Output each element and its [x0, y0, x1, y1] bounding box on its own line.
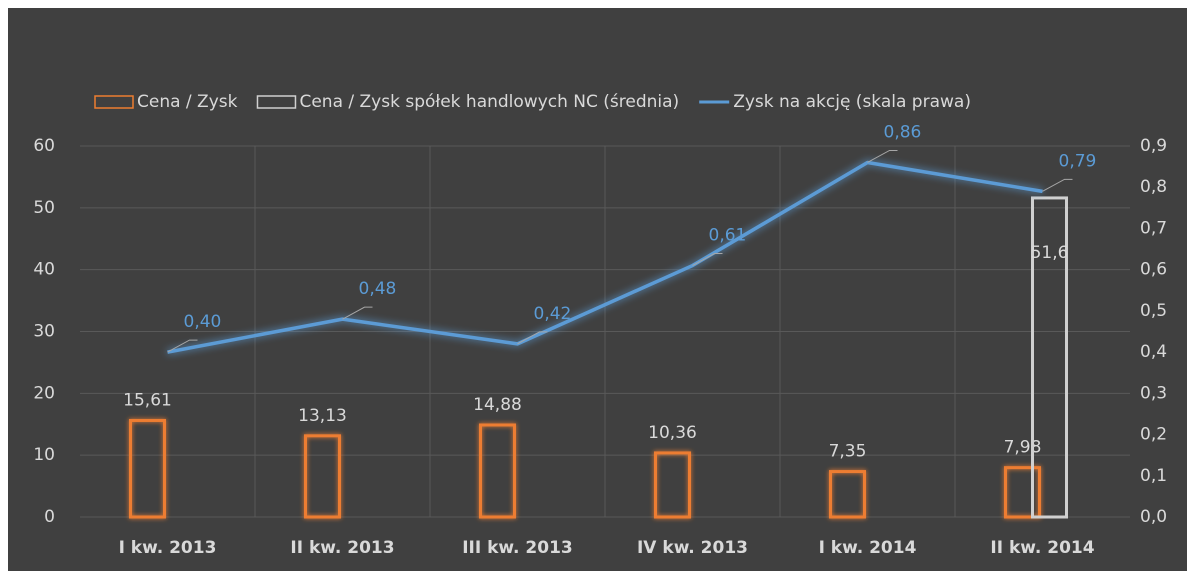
legend-label: Zysk na akcję (skala prawa) [733, 92, 971, 112]
x-tick-label: II kw. 2014 [990, 538, 1094, 558]
y2-tick-label: 0,5 [1140, 301, 1167, 321]
leader-line [517, 331, 548, 345]
leader-line [342, 306, 373, 320]
chart-background [8, 8, 1187, 571]
y2-tick-label: 0,8 [1140, 177, 1167, 197]
bar [829, 470, 866, 519]
data-label: 10,36 [648, 423, 697, 443]
legend-label: Cena / Zysk [137, 92, 238, 112]
data-label: 13,13 [298, 406, 347, 426]
y2-tick-label: 0,4 [1140, 342, 1167, 362]
leader-line [867, 149, 898, 163]
y2-tick-label: 0,1 [1140, 466, 1167, 486]
y-tick-label: 50 [33, 198, 55, 218]
leader-line [692, 253, 723, 266]
x-tick-label: I kw. 2014 [819, 538, 917, 558]
bar [1031, 196, 1068, 519]
data-label: 14,88 [473, 395, 522, 415]
data-label: 0,42 [534, 304, 572, 324]
data-label: 0,40 [184, 312, 222, 332]
bar [654, 451, 691, 519]
y-tick-label: 0 [44, 507, 55, 527]
data-label: 7,35 [829, 442, 867, 462]
y2-tick-label: 0,9 [1140, 136, 1167, 156]
legend-swatch [256, 95, 297, 109]
y2-tick-label: 0,0 [1140, 507, 1167, 527]
data-label: 51,6 [1031, 243, 1069, 263]
y-tick-label: 30 [33, 322, 55, 342]
data-label: 0,86 [884, 122, 922, 142]
x-tick-label: III kw. 2013 [462, 538, 573, 558]
x-tick-label: II kw. 2013 [290, 538, 394, 558]
legend-label: Cena / Zysk spółek handlowych NC (średni… [299, 92, 679, 112]
bar [1004, 466, 1041, 519]
y-tick-label: 40 [33, 260, 55, 280]
y2-tick-label: 0,7 [1140, 218, 1167, 238]
y2-tick-label: 0,3 [1140, 383, 1167, 403]
y2-tick-label: 0,6 [1140, 260, 1167, 280]
data-label: 0,48 [359, 279, 397, 299]
leader-line [1042, 178, 1073, 192]
line [167, 160, 1043, 354]
y-tick-label: 20 [33, 383, 55, 403]
x-tick-label: IV kw. 2013 [637, 538, 748, 558]
data-label: 7,98 [1004, 438, 1042, 458]
y-tick-label: 60 [33, 136, 55, 156]
y2-tick-label: 0,2 [1140, 425, 1167, 445]
y-tick-label: 10 [33, 445, 55, 465]
leader-line [167, 339, 198, 353]
data-label: 0,61 [709, 226, 747, 246]
legend-swatch [94, 95, 134, 109]
bar [129, 418, 166, 519]
x-tick-label: I kw. 2013 [119, 538, 217, 558]
data-label: 15,61 [123, 390, 172, 410]
data-label: 0,79 [1059, 151, 1097, 171]
bar [304, 434, 341, 519]
bar [479, 423, 516, 519]
